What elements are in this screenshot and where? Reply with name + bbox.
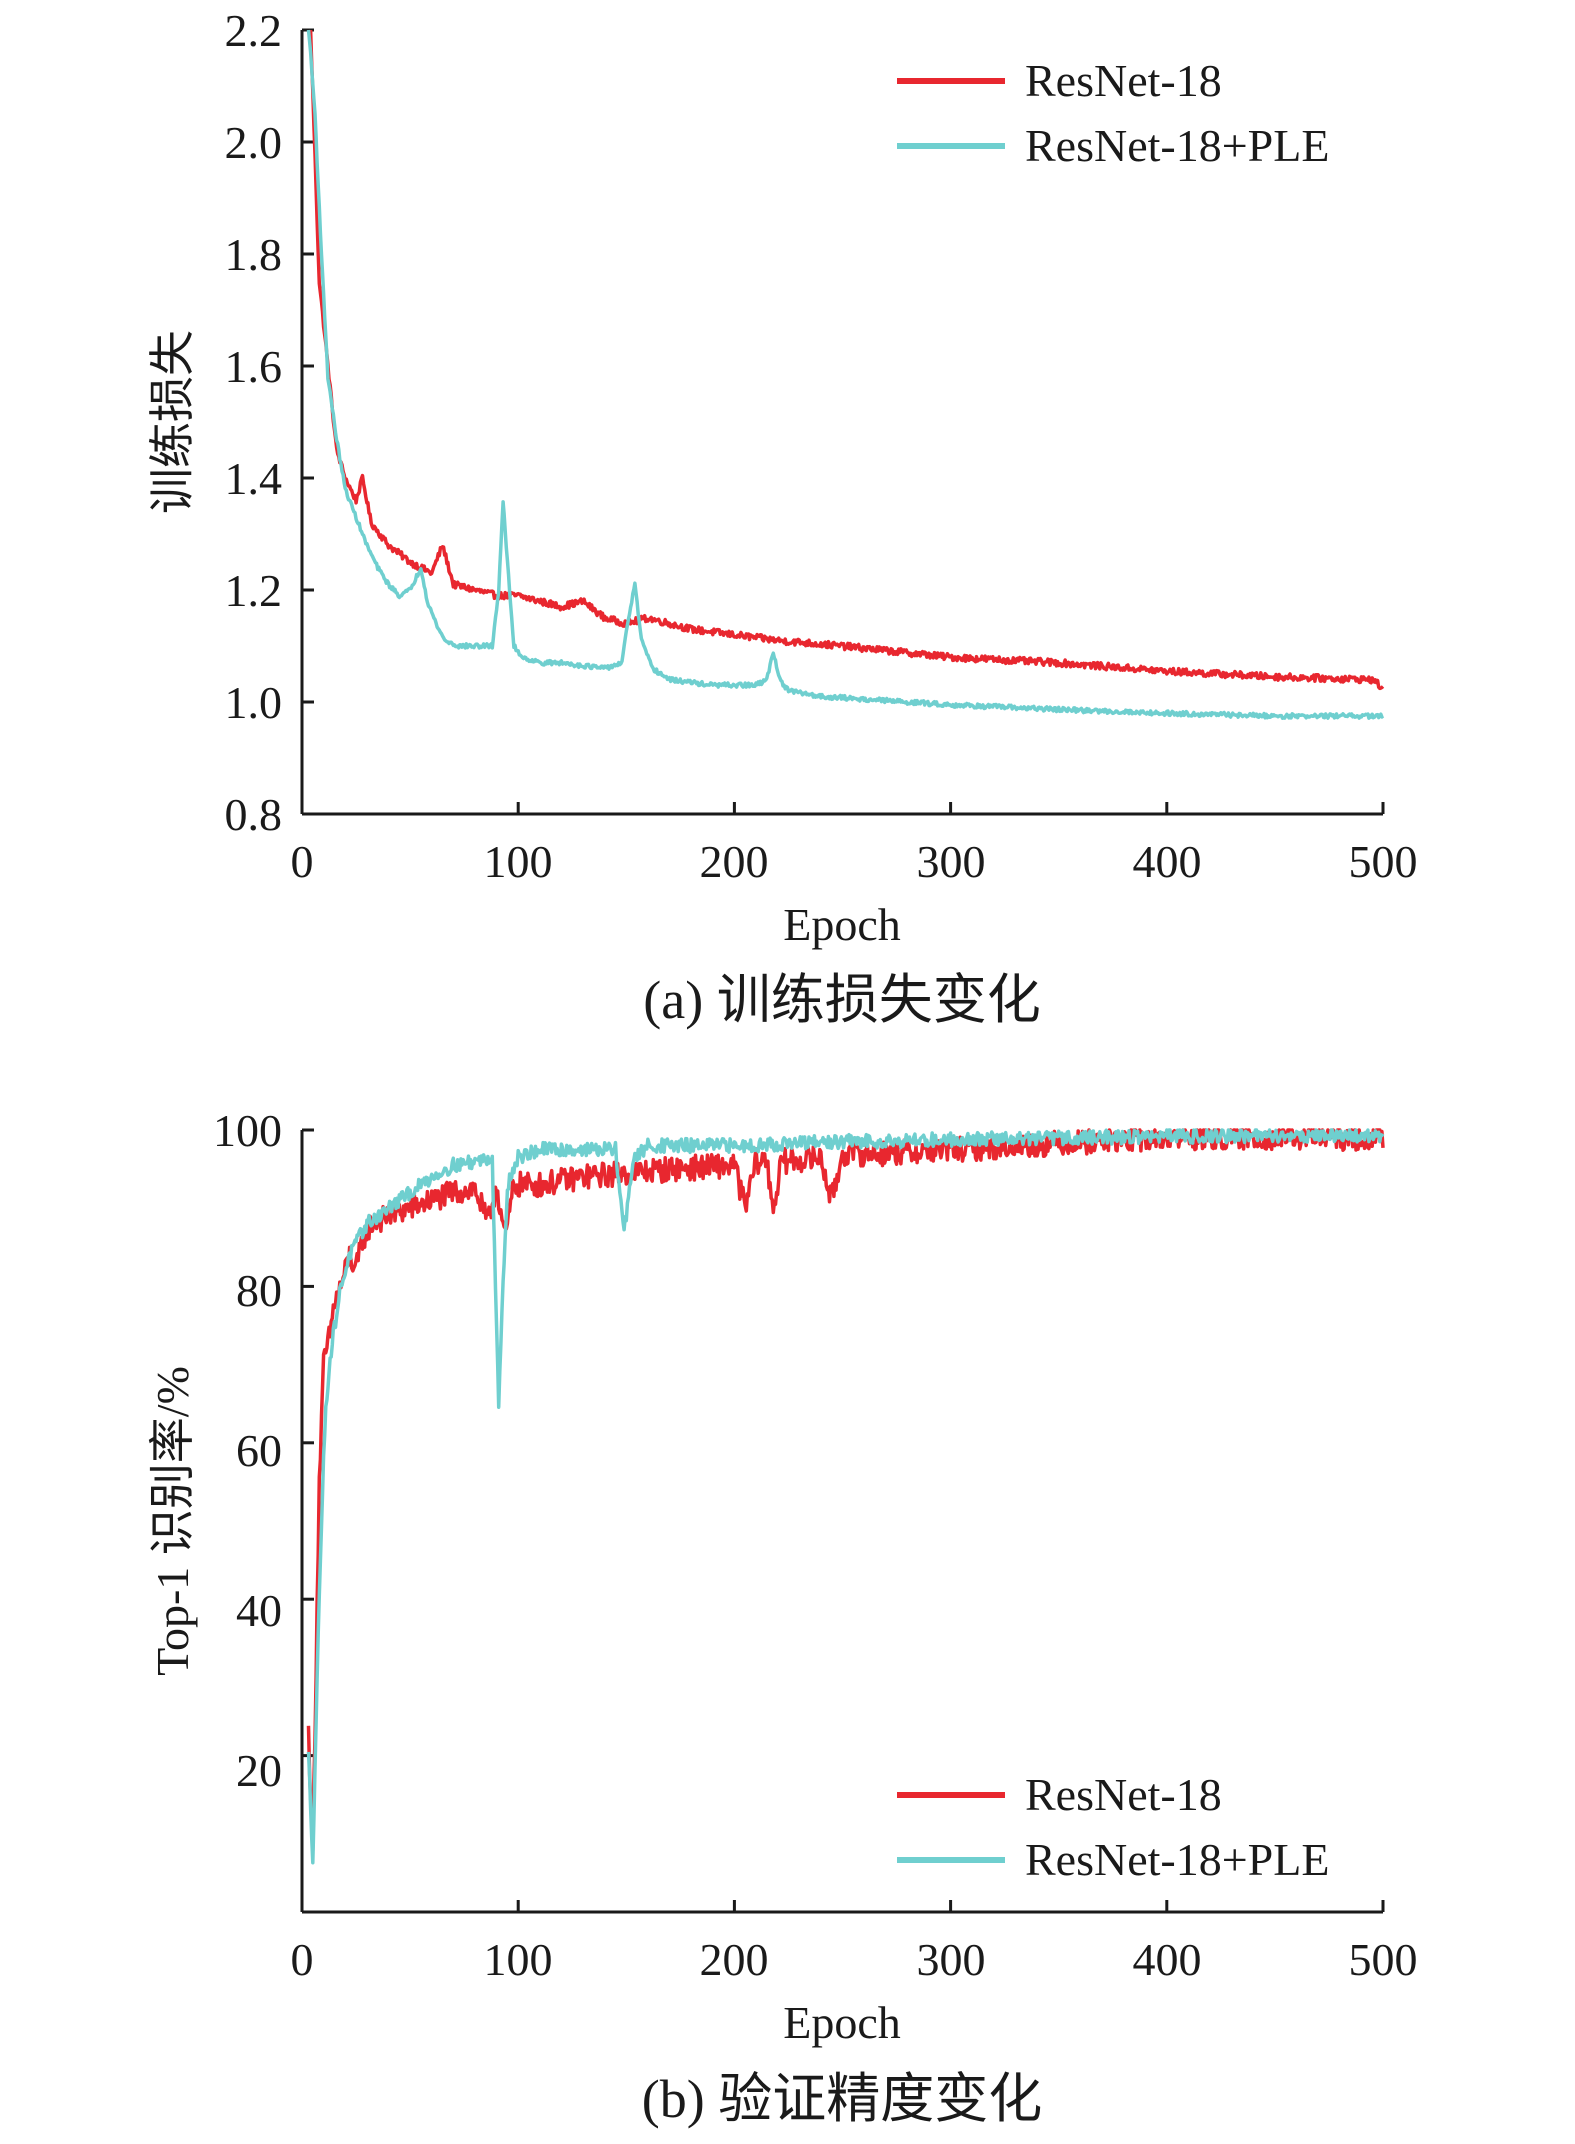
x-tick-label: 100 [484, 1934, 553, 1985]
x-tick-label: 300 [917, 1934, 986, 1985]
y-axis-title: Top-1 识别率/% [147, 1366, 198, 1676]
y-tick-label: 1.4 [225, 453, 283, 504]
x-axis-title: Epoch [783, 1997, 901, 2048]
series-lines [306, 1128, 1385, 1865]
x-tick-labels: 0 100 200 300 400 500 [291, 836, 1418, 887]
validation-accuracy-chart: 20 40 60 80 100 0 100 200 300 400 500 Ep… [147, 1105, 1418, 2129]
y-tick-label: 2.2 [225, 5, 283, 56]
y-axis-title: 训练损失 [147, 330, 198, 514]
y-tick-label: 1.2 [225, 565, 283, 616]
x-tick-label: 400 [1133, 836, 1202, 887]
legend-label-resnet18: ResNet-18 [1025, 55, 1222, 106]
y-tick-label: 1.6 [225, 341, 283, 392]
legend-label-resnet18-ple: ResNet-18+PLE [1025, 1834, 1329, 1885]
panel-caption: (a) 训练损失变化 [643, 970, 1040, 1030]
x-tick-label: 0 [291, 836, 314, 887]
series-line-resnet-18 [308, 29, 1385, 691]
y-tick-label: 100 [213, 1105, 282, 1156]
legend: ResNet-18 ResNet-18+PLE [897, 55, 1329, 171]
x-tick-label: 200 [700, 1934, 769, 1985]
y-tick-label: 20 [236, 1745, 282, 1796]
series-lines [306, 29, 1385, 720]
x-tick-label: 200 [700, 836, 769, 887]
series-line-resnet-18-ple [306, 29, 1385, 720]
x-tick-label: 0 [291, 1934, 314, 1985]
y-tick-label: 60 [236, 1425, 282, 1476]
y-tick-labels: 0.8 1.0 1.2 1.4 1.6 1.8 2.0 2.2 [225, 5, 283, 840]
training-loss-chart: 0.8 1.0 1.2 1.4 1.6 1.8 2.0 2.2 0 100 20… [147, 5, 1418, 1030]
y-tick-label: 40 [236, 1585, 282, 1636]
y-tick-label: 1.0 [225, 677, 283, 728]
panel-caption: (b) 验证精度变化 [642, 2069, 1042, 2129]
y-tick-labels: 20 40 60 80 100 [213, 1105, 282, 1796]
x-tick-label: 500 [1349, 836, 1418, 887]
x-tick-label: 400 [1133, 1934, 1202, 1985]
axis-ticks [300, 28, 1385, 816]
legend-label-resnet18: ResNet-18 [1025, 1769, 1222, 1820]
x-tick-labels: 0 100 200 300 400 500 [291, 1934, 1418, 1985]
y-tick-label: 0.8 [225, 789, 283, 840]
x-tick-label: 100 [484, 836, 553, 887]
x-axis-title: Epoch [783, 899, 901, 950]
y-tick-label: 80 [236, 1265, 282, 1316]
series-line-resnet-18 [306, 1128, 1385, 1853]
x-tick-label: 300 [917, 836, 986, 887]
legend: ResNet-18 ResNet-18+PLE [897, 1769, 1329, 1885]
legend-label-resnet18-ple: ResNet-18+PLE [1025, 120, 1329, 171]
y-tick-label: 2.0 [225, 117, 283, 168]
y-tick-label: 1.8 [225, 229, 283, 280]
x-tick-label: 500 [1349, 1934, 1418, 1985]
series-line-resnet-18-ple [306, 1128, 1385, 1865]
